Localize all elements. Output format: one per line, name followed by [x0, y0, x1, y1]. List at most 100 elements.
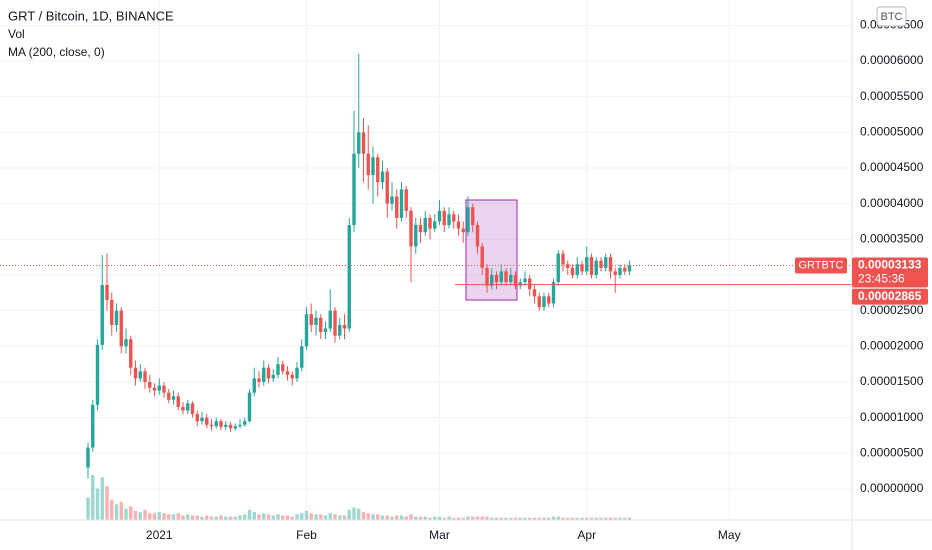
volume-bar: [428, 517, 432, 520]
volume-bar: [195, 515, 199, 520]
volume-bar: [390, 516, 394, 520]
candle-body: [133, 367, 138, 379]
volume-bar: [447, 516, 451, 520]
volume-bar: [266, 514, 271, 520]
volume-bar: [200, 516, 204, 520]
volume-bar: [281, 515, 285, 520]
volume-bar: [456, 517, 461, 520]
volume-bar: [186, 514, 190, 520]
candle-body: [323, 328, 328, 333]
volume-bar: [114, 504, 119, 520]
volume-bar: [152, 513, 157, 520]
volume-bar: [276, 514, 280, 520]
volume-bar: [328, 513, 332, 520]
candle-body: [509, 274, 513, 283]
candle-body: [537, 296, 541, 308]
volume-bar: [452, 517, 456, 520]
volume-bar: [594, 517, 598, 520]
candle-body: [304, 314, 309, 347]
volume-bar: [547, 517, 551, 520]
currency-button-label[interactable]: BTC: [881, 11, 903, 23]
candle-body: [523, 278, 527, 283]
candle-body: [328, 310, 332, 329]
y-tick-label: 0.00000000: [860, 481, 924, 495]
volume-bar: [604, 517, 608, 520]
candle-body: [352, 153, 356, 226]
candle-body: [395, 196, 399, 218]
volume-bar: [399, 515, 404, 520]
candle-body: [437, 210, 442, 222]
volume-bar: [119, 502, 123, 520]
candle-body: [314, 317, 318, 325]
volume-bar: [490, 517, 494, 520]
candle-body: [95, 344, 100, 405]
candle-body: [418, 225, 423, 233]
y-tick-label: 0.00003500: [860, 231, 924, 245]
candle-body: [271, 374, 275, 379]
volume-bar: [129, 506, 133, 520]
rectangle-drawing: [465, 199, 518, 301]
candle-body: [475, 225, 480, 247]
currency-button[interactable]: [876, 6, 907, 27]
volume-bar: [618, 517, 622, 520]
candle-body: [119, 310, 123, 347]
y-tick-label: 0.00002000: [860, 338, 924, 352]
candle-body: [143, 371, 147, 382]
volume-bar: [143, 509, 147, 520]
candle-body: [452, 214, 456, 222]
volume-bar: [395, 515, 399, 520]
candle-body: [547, 296, 551, 304]
volume-bar: [342, 515, 347, 520]
candle-body: [490, 274, 494, 286]
volume-bar: [91, 475, 95, 520]
volume-bar: [613, 517, 617, 520]
candle-body: [461, 228, 465, 233]
candle-body: [542, 296, 546, 308]
candle-body: [100, 284, 104, 345]
volume-bar: [300, 513, 304, 520]
candle-body: [110, 299, 114, 325]
candle-body: [295, 367, 299, 379]
volume-bar: [167, 514, 171, 520]
volume-bar: [262, 513, 266, 520]
volume-bar: [504, 517, 508, 520]
volume-bar: [238, 515, 242, 520]
candle-body: [124, 339, 128, 347]
volume-bar: [209, 516, 214, 520]
volume-bar: [570, 517, 575, 520]
volume-bar: [585, 517, 589, 520]
volume-bar: [623, 517, 627, 520]
candle-body: [409, 210, 413, 247]
candle-body: [167, 392, 171, 400]
candle-body: [209, 424, 214, 427]
volume-bar: [271, 515, 275, 520]
candle-body: [623, 267, 627, 272]
candle-body: [380, 171, 385, 183]
volume-bar: [257, 514, 261, 520]
candle-body: [399, 189, 404, 218]
volume-bar: [148, 513, 152, 520]
volume-bar: [414, 516, 418, 520]
volume-bar: [471, 516, 475, 520]
candle-body: [200, 417, 204, 422]
volume-bar: [290, 516, 294, 520]
candle-body: [152, 387, 157, 391]
volume-bar: [528, 517, 532, 520]
x-tick-label: May: [718, 528, 741, 542]
candle-body: [205, 417, 209, 425]
candle-body: [532, 289, 537, 297]
symbol-label: GRTBTC: [798, 259, 843, 271]
candle-body: [266, 367, 271, 379]
volume-bar: [157, 512, 161, 520]
volume-bar: [437, 516, 442, 520]
candle-body: [433, 221, 437, 229]
volume-bar: [333, 514, 337, 520]
volume-bar: [475, 516, 480, 520]
candle-body: [114, 310, 119, 325]
volume-bar: [380, 515, 385, 520]
candle-body: [347, 225, 351, 329]
volume-bar: [532, 517, 537, 520]
candle-body: [290, 374, 294, 379]
